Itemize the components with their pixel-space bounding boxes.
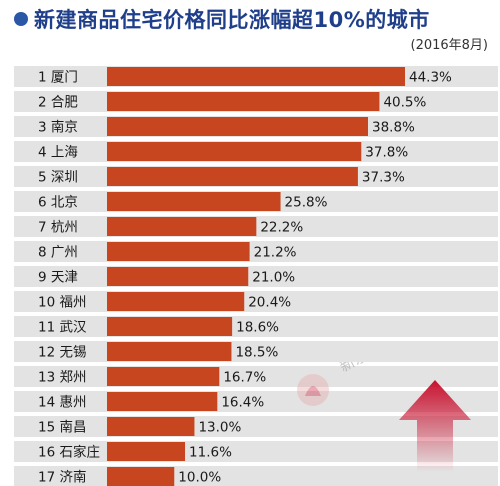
- value-label: 16.7%: [223, 370, 266, 386]
- bar: [107, 292, 245, 311]
- category-label: 7 杭州: [38, 220, 78, 236]
- value-label: 25.8%: [285, 195, 328, 211]
- bar: [107, 142, 362, 161]
- category-label: 8 广州: [38, 245, 78, 261]
- category-label: 4 上海: [38, 145, 78, 161]
- value-label: 18.5%: [235, 345, 278, 361]
- bar: [107, 217, 257, 236]
- bullet-dot-icon: [14, 12, 28, 26]
- value-label: 21.0%: [252, 270, 295, 286]
- value-label: 38.8%: [372, 120, 415, 136]
- category-label: 1 厦门: [38, 70, 78, 86]
- bar: [107, 392, 218, 411]
- value-label: 40.5%: [383, 95, 426, 111]
- bar: [107, 467, 175, 486]
- bar: [107, 317, 233, 336]
- bar: [107, 117, 369, 136]
- value-label: 44.3%: [409, 70, 452, 86]
- value-label: 20.4%: [248, 295, 291, 311]
- title-bar: 新建商品住宅价格同比涨幅超10%的城市: [10, 4, 495, 34]
- category-label: 13 郑州: [38, 370, 86, 386]
- category-label: 15 南昌: [38, 420, 86, 436]
- chart-title: 新建商品住宅价格同比涨幅超10%的城市: [34, 8, 430, 32]
- category-label: 9 天津: [38, 270, 78, 286]
- value-label: 16.4%: [221, 395, 264, 411]
- bar: [107, 167, 358, 186]
- category-label: 6 北京: [38, 195, 78, 211]
- bar: [107, 417, 195, 436]
- bar: [107, 242, 250, 261]
- value-label: 18.6%: [236, 320, 279, 336]
- bar: [107, 342, 232, 361]
- category-label: 5 深圳: [38, 170, 78, 186]
- value-label: 37.8%: [365, 145, 408, 161]
- category-label: 17 济南: [38, 470, 86, 486]
- category-label: 2 合肥: [38, 95, 78, 111]
- category-label: 14 惠州: [38, 395, 86, 411]
- category-label: 12 无锡: [38, 345, 86, 361]
- bar: [107, 442, 186, 461]
- up-arrow-icon: [399, 380, 471, 472]
- value-label: 10.0%: [178, 470, 221, 486]
- bar: [107, 367, 220, 386]
- category-label: 10 福州: [38, 295, 86, 311]
- watermark-logo-icon: [297, 374, 329, 406]
- value-label: 22.2%: [260, 220, 303, 236]
- category-label: 16 石家庄: [38, 444, 100, 461]
- category-label: 11 武汉: [38, 320, 87, 336]
- bar: [107, 192, 281, 211]
- value-label: 11.6%: [189, 445, 232, 461]
- watermark-text: 新京报新媒体出品: [336, 362, 450, 376]
- category-label: 3 南京: [38, 120, 78, 136]
- value-label: 37.3%: [362, 170, 405, 186]
- bar: [107, 267, 249, 286]
- bar: [107, 92, 380, 111]
- value-label: 13.0%: [198, 420, 241, 436]
- watermark: 新京报新媒体出品: [297, 362, 471, 472]
- bar: [107, 67, 405, 86]
- chart-subtitle: (2016年8月): [410, 38, 489, 53]
- value-label: 21.2%: [254, 245, 297, 261]
